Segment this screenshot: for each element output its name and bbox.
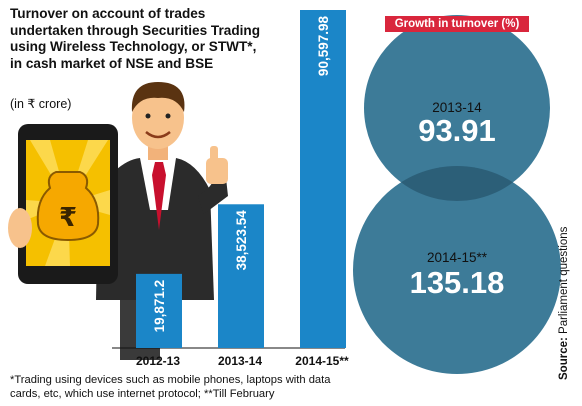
bar-value-label: 90,597.98	[316, 16, 331, 77]
growth-value: 135.18	[410, 265, 505, 300]
bar-value-label: 38,523.54	[234, 210, 249, 271]
bar	[218, 204, 264, 348]
growth-title-badge: Growth in turnover (%)	[385, 16, 529, 32]
source-text: Parliament questions	[558, 226, 570, 334]
bar-value-label: 19,871.2	[152, 280, 167, 333]
growth-circle	[364, 15, 550, 201]
growth-year: 2014-15**	[427, 250, 488, 265]
category-label: 2013-14	[217, 354, 263, 368]
unit-label: (in ₹ crore)	[10, 97, 72, 111]
growth-value: 93.91	[418, 113, 496, 148]
source-label: Source:	[558, 337, 570, 380]
growth-circle	[353, 166, 561, 374]
growth-year: 2013-14	[432, 100, 482, 115]
category-label: 2012-13	[135, 354, 181, 368]
bar	[136, 273, 182, 348]
chart-title: Turnover on account of trades undertaken…	[10, 6, 261, 71]
source-note: Source: Parliament questions	[558, 227, 570, 380]
svg-text:₹: ₹	[59, 203, 77, 233]
footnote: *Trading using devices such as mobile ph…	[10, 374, 331, 400]
bar	[300, 10, 346, 348]
category-label: 2014-15**	[295, 354, 349, 368]
